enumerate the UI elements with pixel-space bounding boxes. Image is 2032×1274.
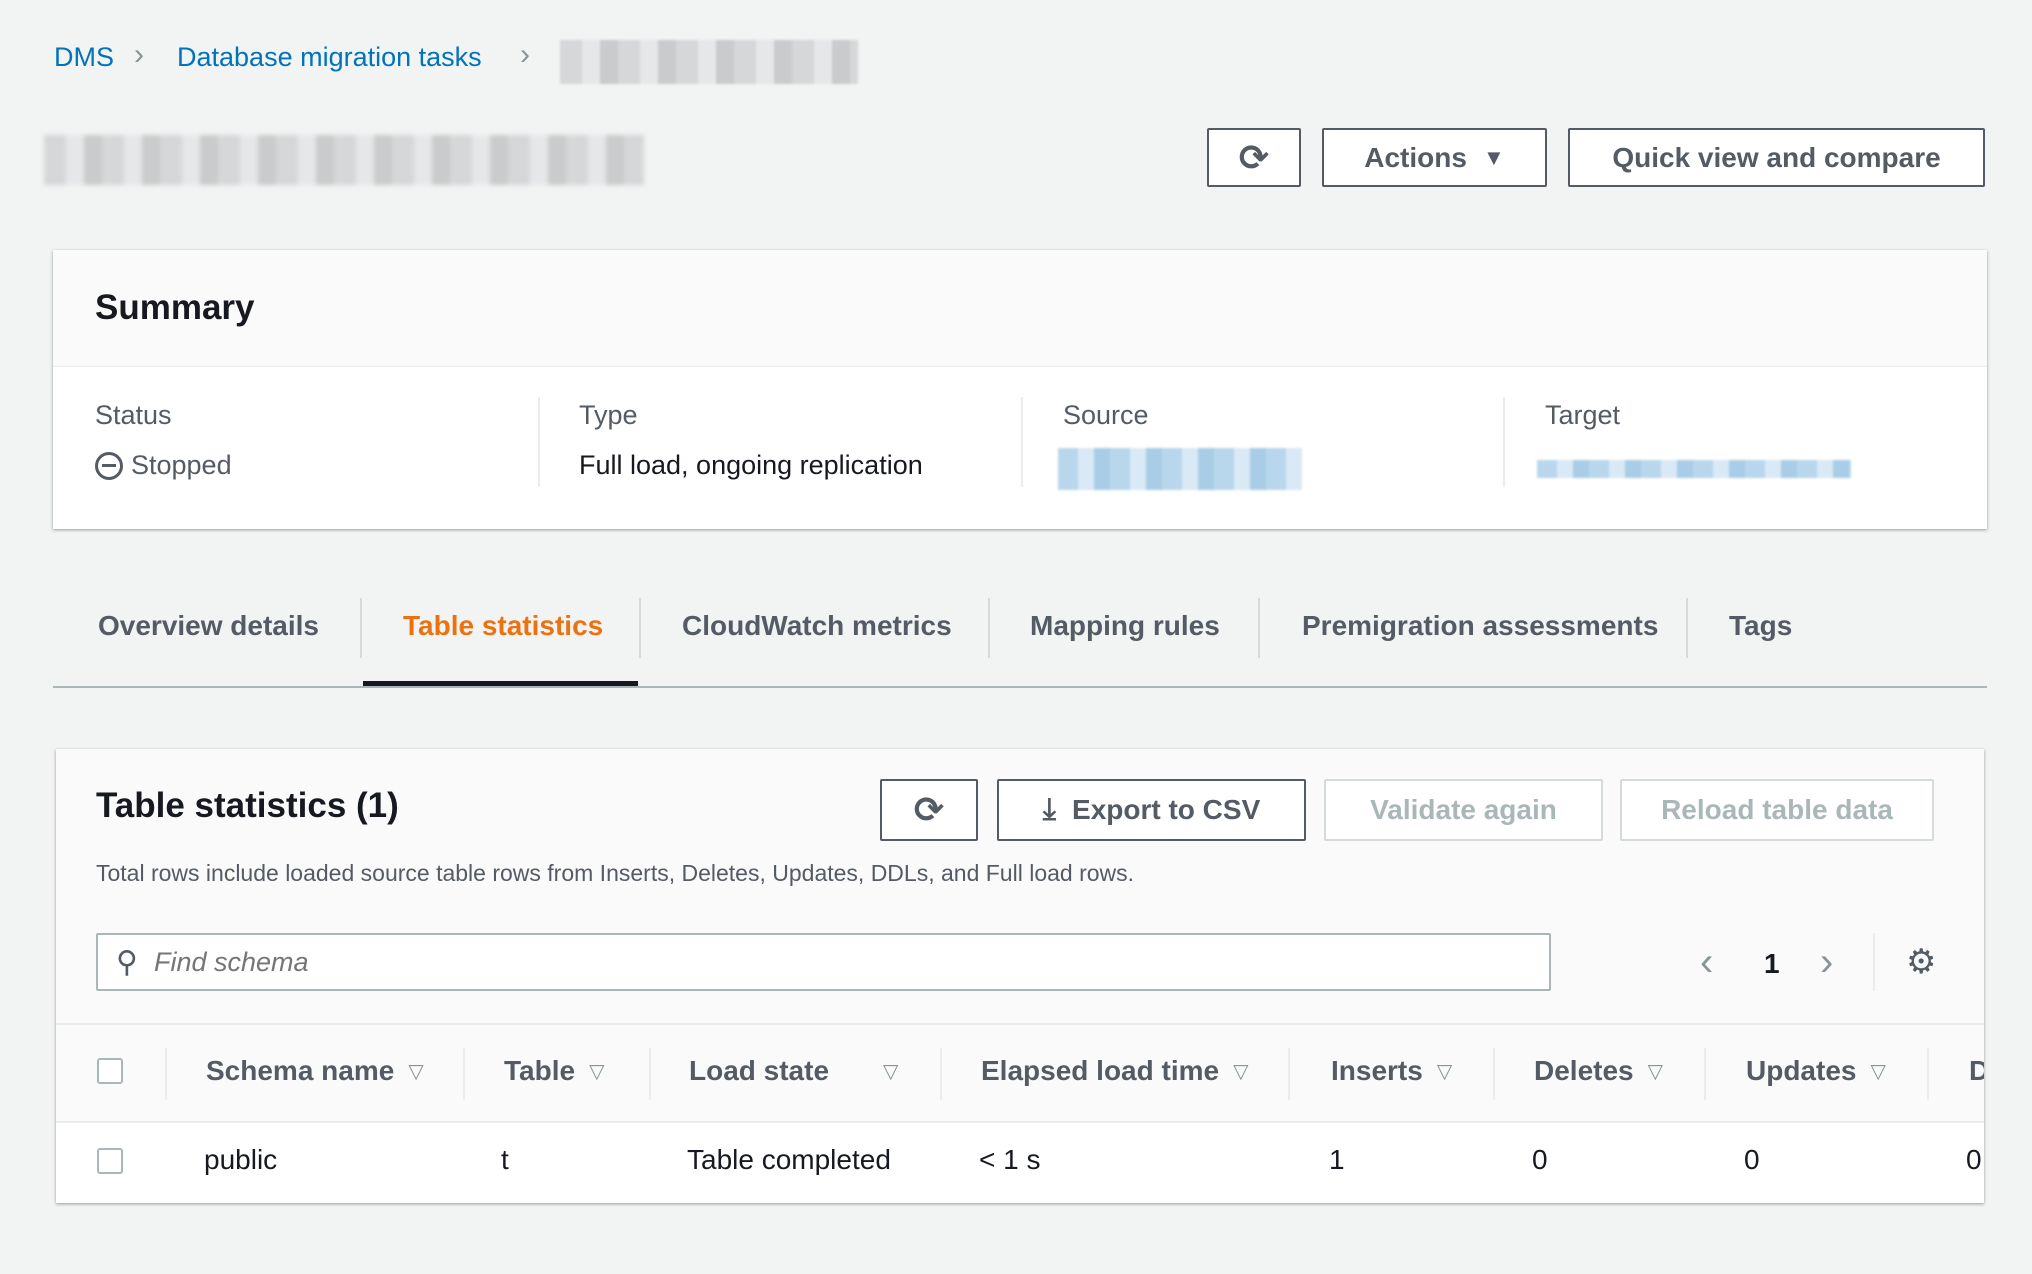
- sort-icon: ▽: [589, 1060, 605, 1083]
- sort-icon: ▽: [1647, 1060, 1664, 1083]
- column-header-elapsed-load-time[interactable]: Elapsed load time ▽: [981, 1055, 1249, 1086]
- active-tab-indicator: [363, 681, 638, 686]
- source-label: Source: [1063, 400, 1149, 430]
- download-icon: ⤓: [1042, 793, 1057, 826]
- column-header-load-state[interactable]: Load state ▽: [689, 1055, 899, 1086]
- target-label: Target: [1545, 400, 1621, 430]
- search-input[interactable]: [153, 946, 1454, 978]
- quick-view-compare-button[interactable]: Quick view and compare: [1568, 128, 1985, 187]
- cell-table: t: [501, 1144, 509, 1175]
- column-header-updates[interactable]: Updates ▽: [1746, 1055, 1886, 1086]
- cell-inserts: 1: [1329, 1144, 1345, 1175]
- cell-deletes: 0: [1532, 1144, 1548, 1175]
- status-label: Status: [95, 400, 172, 430]
- caret-down-icon: ▼: [1482, 144, 1505, 170]
- refresh-table-button[interactable]: ⟳: [880, 779, 978, 841]
- column-header-inserts[interactable]: Inserts ▽: [1331, 1055, 1453, 1086]
- refresh-icon: ⟳: [913, 789, 945, 830]
- reload-table-data-button[interactable]: Reload table data: [1620, 779, 1934, 841]
- chevron-right-icon: ›: [520, 38, 530, 71]
- tab-overview-details[interactable]: Overview details: [98, 610, 320, 641]
- previous-page-icon[interactable]: ‹: [1700, 940, 1714, 984]
- next-page-icon[interactable]: ›: [1820, 940, 1834, 984]
- table-statistics-description: Total rows include loaded source table r…: [96, 860, 1135, 886]
- summary-panel: Summary Status Stopped Type Full load, o…: [53, 250, 1987, 529]
- current-page[interactable]: 1: [1764, 948, 1780, 979]
- breadcrumb-tasks[interactable]: Database migration tasks: [177, 42, 482, 72]
- cell-elapsed: < 1 s: [979, 1144, 1041, 1175]
- tab-cloudwatch-metrics[interactable]: CloudWatch metrics: [682, 610, 952, 641]
- source-link-redacted[interactable]: [1058, 448, 1302, 490]
- column-header-table[interactable]: Table ▽: [504, 1055, 605, 1086]
- tab-premigration-assessments[interactable]: Premigration assessments: [1302, 610, 1659, 641]
- select-all-checkbox[interactable]: [97, 1058, 123, 1084]
- breadcrumb-dms[interactable]: DMS: [54, 42, 114, 72]
- cell-load-state: Table completed: [687, 1144, 891, 1175]
- column-header-schema-name[interactable]: Schema name ▽: [206, 1055, 424, 1086]
- export-label: Export to CSV: [1072, 794, 1261, 825]
- type-label: Type: [579, 400, 638, 430]
- search-icon: ⚲: [116, 945, 138, 979]
- cell-ddls: 0: [1966, 1144, 1982, 1175]
- sort-icon: ▽: [1870, 1060, 1886, 1083]
- status-text: Stopped: [131, 450, 232, 480]
- sort-icon: ▽: [408, 1060, 424, 1083]
- stopped-icon: [95, 451, 123, 480]
- refresh-button[interactable]: ⟳: [1207, 128, 1301, 187]
- actions-label: Actions: [1364, 141, 1467, 173]
- validate-again-button[interactable]: Validate again: [1324, 779, 1603, 841]
- redacted-task-name: [560, 40, 858, 84]
- settings-gear-icon[interactable]: ⚙: [1906, 943, 1937, 981]
- table-row: [56, 1121, 1984, 1203]
- refresh-icon: ⟳: [1238, 136, 1270, 178]
- actions-button[interactable]: Actions ▼: [1322, 128, 1547, 187]
- column-header-deletes[interactable]: Deletes ▽: [1534, 1055, 1664, 1086]
- sort-icon: ▽: [1233, 1060, 1249, 1083]
- cell-updates: 0: [1744, 1144, 1760, 1175]
- tab-mapping-rules[interactable]: Mapping rules: [1030, 610, 1220, 641]
- status-value: Stopped: [95, 450, 232, 481]
- tab-tags[interactable]: Tags: [1729, 610, 1793, 641]
- find-schema-search[interactable]: ⚲: [96, 933, 1551, 991]
- tab-table-statistics[interactable]: Table statistics: [403, 610, 604, 641]
- sort-icon: ▽: [883, 1060, 899, 1083]
- column-header-ddls[interactable]: D: [1969, 1055, 1984, 1086]
- target-link-redacted[interactable]: [1537, 460, 1851, 478]
- type-value: Full load, ongoing replication: [579, 450, 923, 480]
- chevron-right-icon: ›: [134, 38, 144, 71]
- table-statistics-title: Table statistics (1): [96, 786, 399, 825]
- export-csv-button[interactable]: ⤓ Export to CSV: [997, 779, 1306, 841]
- sort-icon: ▽: [1436, 1060, 1453, 1083]
- redacted-page-title: [44, 135, 644, 185]
- row-checkbox[interactable]: [97, 1148, 123, 1174]
- cell-schema: public: [204, 1144, 278, 1175]
- summary-title: Summary: [95, 288, 255, 327]
